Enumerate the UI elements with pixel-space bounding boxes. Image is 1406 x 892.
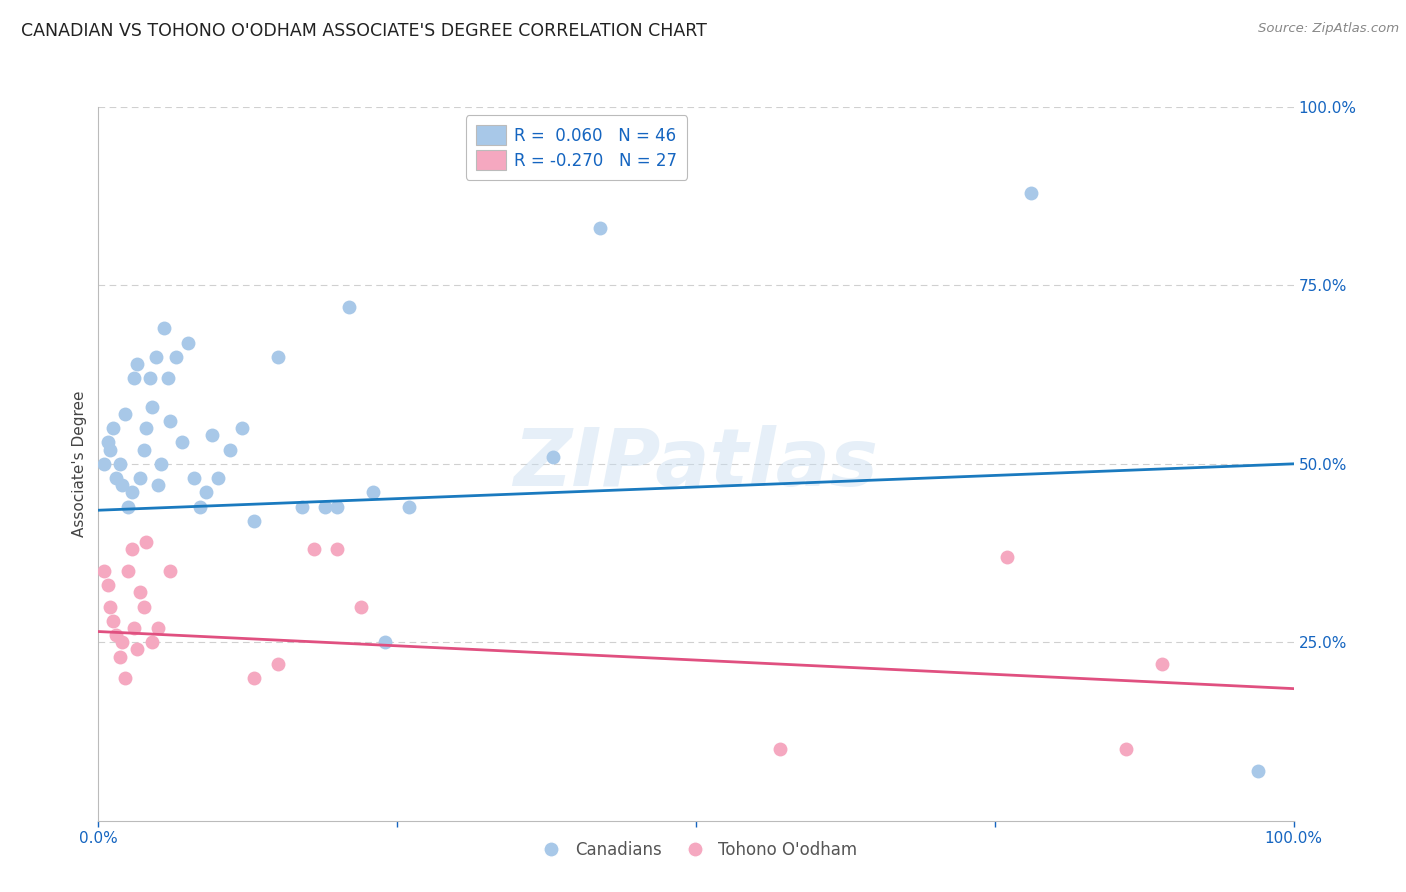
Point	[243, 671, 266, 685]
Point	[125, 357, 148, 371]
Text: CANADIAN VS TOHONO O'ODHAM ASSOCIATE'S DEGREE CORRELATION CHART: CANADIAN VS TOHONO O'ODHAM ASSOCIATE'S D…	[21, 22, 707, 40]
Point	[291, 500, 314, 514]
Point	[125, 642, 148, 657]
Point	[132, 599, 155, 614]
Point	[153, 321, 176, 335]
Point	[93, 457, 115, 471]
Point	[188, 500, 211, 514]
Point	[326, 500, 349, 514]
Point	[219, 442, 242, 457]
Text: ZIPatlas: ZIPatlas	[513, 425, 879, 503]
Point	[995, 549, 1018, 564]
Point	[111, 635, 134, 649]
Point	[302, 542, 325, 557]
Point	[121, 542, 143, 557]
Point	[117, 500, 139, 514]
Point	[231, 421, 253, 435]
Point	[108, 457, 131, 471]
Point	[148, 621, 170, 635]
Point	[1246, 764, 1268, 778]
Legend: Canadians, Tohono O'odham: Canadians, Tohono O'odham	[529, 835, 863, 866]
Point	[374, 635, 396, 649]
Point	[339, 300, 360, 314]
Point	[108, 649, 131, 664]
Point	[145, 350, 167, 364]
Point	[129, 471, 152, 485]
Point	[114, 407, 136, 421]
Point	[105, 471, 128, 485]
Point	[105, 628, 128, 642]
Point	[1115, 742, 1137, 756]
Point	[98, 442, 122, 457]
Point	[201, 428, 224, 442]
Point	[267, 350, 290, 364]
Point	[541, 450, 564, 464]
Y-axis label: Associate's Degree: Associate's Degree	[72, 391, 87, 537]
Point	[135, 421, 157, 435]
Point	[101, 421, 124, 435]
Point	[243, 514, 266, 528]
Text: Source: ZipAtlas.com: Source: ZipAtlas.com	[1258, 22, 1399, 36]
Point	[98, 599, 122, 614]
Point	[149, 457, 172, 471]
Point	[194, 485, 218, 500]
Point	[132, 442, 155, 457]
Point	[121, 485, 143, 500]
Point	[124, 371, 146, 385]
Point	[93, 564, 115, 578]
Point	[101, 614, 124, 628]
Point	[148, 478, 170, 492]
Point	[207, 471, 229, 485]
Point	[165, 350, 187, 364]
Point	[398, 500, 420, 514]
Point	[172, 435, 194, 450]
Point	[129, 585, 152, 599]
Point	[768, 742, 790, 756]
Point	[363, 485, 385, 500]
Point	[159, 564, 181, 578]
Point	[326, 542, 349, 557]
Point	[111, 478, 134, 492]
Point	[350, 599, 373, 614]
Point	[267, 657, 290, 671]
Point	[183, 471, 205, 485]
Point	[135, 535, 157, 549]
Point	[114, 671, 136, 685]
Point	[124, 621, 146, 635]
Point	[117, 564, 139, 578]
Point	[589, 221, 612, 235]
Point	[1150, 657, 1173, 671]
Point	[141, 635, 163, 649]
Point	[141, 400, 163, 414]
Point	[139, 371, 162, 385]
Point	[315, 500, 337, 514]
Point	[97, 435, 120, 450]
Point	[156, 371, 179, 385]
Point	[1019, 186, 1042, 200]
Point	[159, 414, 181, 428]
Point	[177, 335, 200, 350]
Point	[97, 578, 120, 592]
